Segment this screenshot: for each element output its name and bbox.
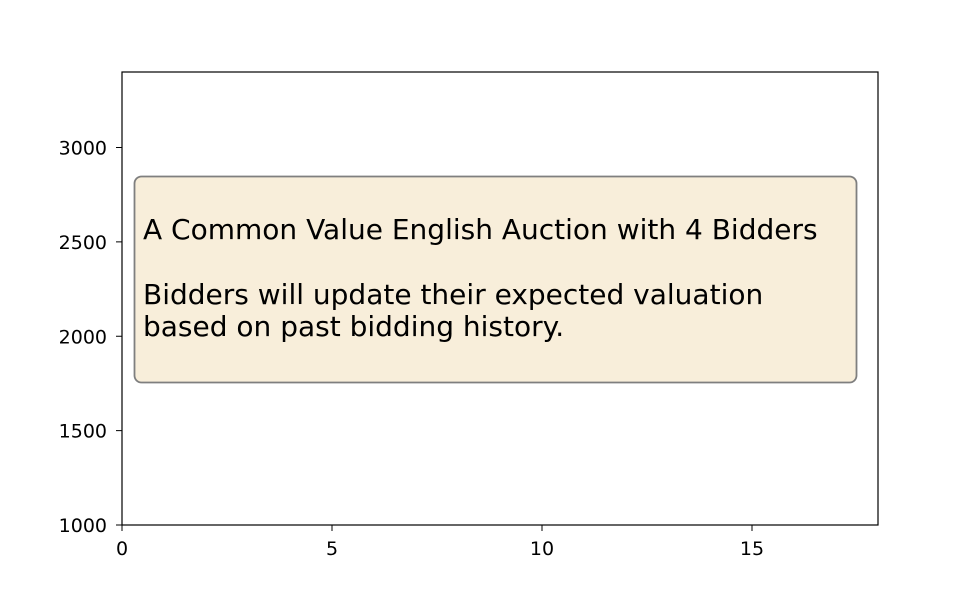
x-tick-label: 15 xyxy=(740,538,764,560)
x-tick-label: 10 xyxy=(530,538,554,560)
y-tick-label: 2500 xyxy=(59,232,107,254)
annotation-body-line-1: Bidders will update their expected valua… xyxy=(143,278,763,311)
x-tick-label: 0 xyxy=(116,538,128,560)
annotation-layer: A Common Value English Auction with 4 Bi… xyxy=(133,175,858,384)
y-tick-label: 2000 xyxy=(59,326,107,348)
annotation-box xyxy=(133,175,858,384)
annotation-body-line-2: based on past bidding history. xyxy=(143,310,564,343)
x-tick-label: 5 xyxy=(326,538,338,560)
y-tick-label: 1500 xyxy=(59,421,107,443)
y-tick-label: 1000 xyxy=(59,515,107,537)
y-tick-label: 3000 xyxy=(59,138,107,160)
annotation-title: A Common Value English Auction with 4 Bi… xyxy=(143,213,818,246)
